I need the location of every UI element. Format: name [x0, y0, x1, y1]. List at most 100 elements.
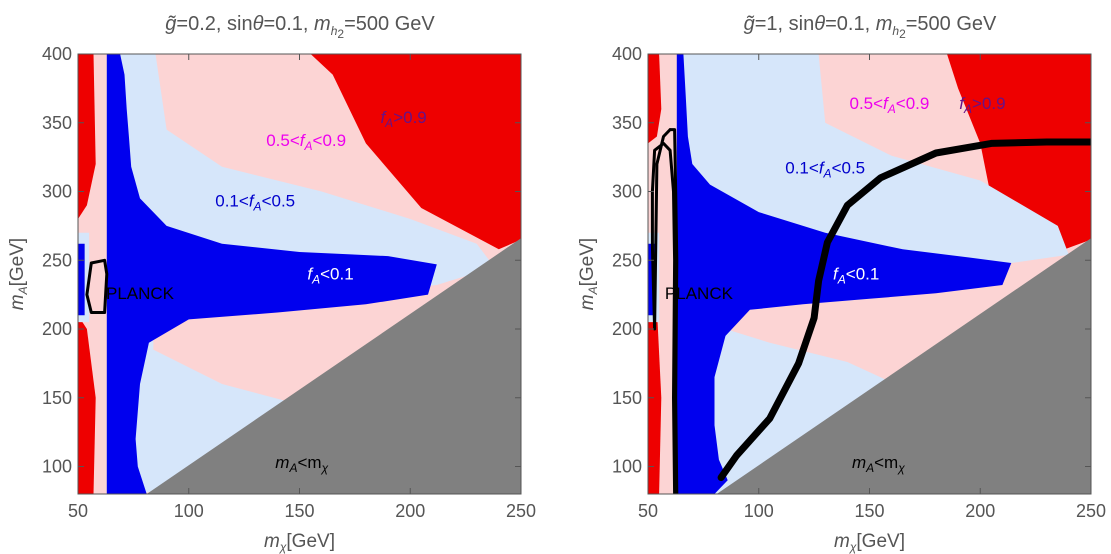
region-fa-gt-09-left-top — [78, 54, 96, 219]
label-prefix: PLANCK — [665, 284, 734, 303]
title-coupling-value: =1, sin — [755, 13, 814, 35]
planck-contour-2 — [717, 138, 1091, 481]
region-label-planck: PLANCK — [665, 284, 734, 303]
y-tick-label: 100 — [42, 457, 72, 477]
y-label-unit: [GeV] — [7, 238, 28, 287]
region-fa-gt-09-left-bottom — [648, 301, 662, 494]
label-suffix: <0.1 — [846, 265, 880, 284]
label-symbol: f — [380, 108, 387, 127]
x-label-symbol: m — [834, 531, 850, 552]
y-tick-label: 250 — [42, 250, 72, 270]
panel-1: fA>0.90.5<fA<0.90.1<fA<0.5fA<0.1PLANCKmA… — [7, 13, 536, 554]
x-axis-label: mχ[GeV] — [264, 531, 335, 554]
y-tick-label: 400 — [612, 44, 642, 64]
label-suffix: <0.9 — [313, 131, 347, 150]
title-mass: m — [876, 13, 893, 35]
title-theta-value: =0.1, — [825, 13, 876, 35]
region-fa-lt-01 — [676, 54, 1012, 494]
title-mass-sub2: 2 — [337, 27, 344, 41]
label-suffix: <0.5 — [832, 159, 866, 178]
y-tick-label: 300 — [42, 182, 72, 202]
title-theta: θ — [253, 13, 264, 35]
title-theta: θ — [814, 13, 825, 35]
y-label-unit: [GeV] — [577, 238, 598, 287]
y-label-subscript: A — [586, 286, 600, 295]
label-symbol: f — [959, 94, 966, 113]
x-label-symbol: m — [264, 531, 280, 552]
label-subscript: A — [963, 102, 972, 116]
region-forbidden — [716, 238, 1091, 494]
label-subscript: A — [887, 102, 896, 116]
label-symbol: f — [819, 159, 826, 178]
x-axis-label: mχ[GeV] — [834, 531, 905, 554]
title-theta-value: =0.1, — [263, 13, 314, 35]
label-suffix: >0.9 — [393, 108, 427, 127]
x-label-subscript: χ — [279, 540, 287, 554]
region-fa-lt-01 — [106, 54, 437, 494]
planck-contour-1 — [650, 128, 679, 494]
region-fa-gt-09-left-bottom — [78, 315, 96, 494]
title-mass-value: =500 GeV — [906, 13, 997, 35]
region-label-fA_gt_0.9: fA>0.9 — [959, 94, 1005, 116]
label-prefix: 0.5< — [849, 94, 883, 113]
y-tick-label: 200 — [612, 319, 642, 339]
region-label-fA_gt_0.9: fA>0.9 — [380, 108, 426, 130]
region-label-fA_0.1_0.5: 0.1<fA<0.5 — [215, 192, 295, 214]
region-label-forbidden: mA<mχ — [275, 453, 328, 475]
label-subscript: A — [311, 273, 320, 287]
label-symbol: m — [852, 453, 866, 472]
title-coupling-value: =0.2, sin — [176, 13, 252, 35]
x-tick-label: 250 — [1076, 501, 1106, 521]
region-forbidden — [146, 238, 521, 494]
label-prefix: 0.1< — [215, 192, 249, 211]
y-axis-label: mA[GeV] — [577, 238, 600, 310]
x-label-subscript: χ — [849, 540, 857, 554]
region-label-fA_lt_0.1: fA<0.1 — [833, 265, 879, 287]
plot-area — [78, 54, 521, 494]
title-mass-sub: h — [331, 24, 338, 38]
x-tick-label: 50 — [638, 501, 658, 521]
label-subscript-2: χ — [897, 461, 905, 475]
label-symbol: f — [249, 192, 256, 211]
label-suffix: <0.9 — [896, 94, 930, 113]
y-tick-label: 350 — [612, 113, 642, 133]
y-label-subscript: A — [16, 286, 30, 295]
label-suffix: >0.9 — [972, 94, 1006, 113]
x-tick-label: 50 — [68, 501, 88, 521]
region-label-planck: PLANCK — [106, 284, 175, 303]
label-suffix: <m — [297, 453, 321, 472]
region-label-fA_0.1_0.5: 0.1<fA<0.5 — [785, 159, 865, 181]
label-subscript: A — [304, 139, 313, 153]
label-subscript: A — [288, 461, 297, 475]
label-subscript-2: χ — [321, 461, 329, 475]
x-tick-label: 250 — [506, 501, 536, 521]
label-symbol: f — [300, 131, 307, 150]
panel-title: g̃=0.2, sinθ=0.1, mh2=500 GeV — [165, 13, 435, 41]
y-tick-label: 100 — [612, 457, 642, 477]
label-symbol: f — [833, 265, 840, 284]
region-label-fA_0.5_0.9: 0.5<fA<0.9 — [266, 131, 346, 153]
label-subscript: A — [384, 116, 393, 130]
region-label-forbidden: mA<mχ — [852, 453, 905, 475]
label-symbol: f — [307, 265, 314, 284]
y-tick-label: 200 — [42, 319, 72, 339]
y-label-symbol: m — [577, 294, 598, 310]
x-tick-label: 200 — [395, 501, 425, 521]
y-axis-label: mA[GeV] — [7, 238, 30, 310]
x-label-unit: [GeV] — [856, 531, 905, 552]
title-coupling: g̃ — [165, 13, 176, 35]
label-subscript: A — [865, 461, 874, 475]
planck-contour-1 — [85, 258, 109, 314]
y-tick-label: 300 — [612, 182, 642, 202]
panel-2: fA>0.90.5<fA<0.90.1<fA<0.5fA<0.1PLANCKmA… — [577, 13, 1106, 554]
y-label-symbol: m — [7, 294, 28, 310]
y-tick-label: 150 — [42, 388, 72, 408]
y-tick-label: 250 — [612, 250, 642, 270]
label-symbol: m — [275, 453, 289, 472]
x-tick-label: 100 — [174, 501, 204, 521]
label-subscript: A — [253, 200, 262, 214]
region-label-fA_lt_0.1: fA<0.1 — [307, 265, 353, 287]
title-mass-sub: h — [892, 24, 899, 38]
region-fa-lt-01-left — [648, 243, 655, 316]
title-coupling: g̃ — [744, 13, 755, 35]
